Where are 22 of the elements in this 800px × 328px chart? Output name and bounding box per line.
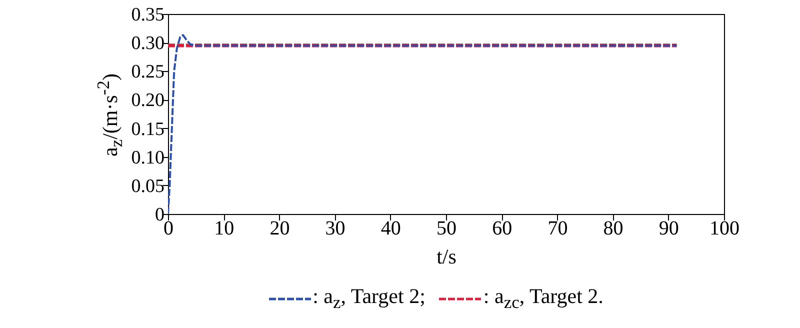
x-tick-label: 20 — [270, 218, 290, 240]
y-tick-label: 0.25 — [131, 62, 164, 83]
y-tick-label: 0.30 — [131, 33, 164, 54]
legend-label: : a$_{zc}$, Target 2. — [483, 284, 604, 314]
x-tick-label: 90 — [658, 218, 679, 240]
x-tick-label: 100 — [710, 218, 740, 240]
y-tick-label: 0.20 — [131, 90, 164, 112]
y-tick-label: 0.10 — [131, 147, 164, 168]
legend-label: : a$_{z}$, Target 2; — [312, 284, 426, 314]
x-tick-label: 80 — [603, 218, 624, 240]
x-axis-title: t/s — [436, 244, 456, 268]
y-tick-label: 0.15 — [131, 118, 164, 140]
x-tick-label: 30 — [325, 218, 346, 240]
line-series — [168, 34, 678, 214]
x-tick-label: 60 — [492, 218, 512, 240]
y-tick-label: 0.35 — [131, 4, 164, 26]
x-tick-label: 10 — [214, 218, 234, 240]
x-tick-label: 40 — [380, 218, 401, 240]
x-tick-label: 50 — [436, 218, 456, 240]
y-tick-label: 0 — [155, 204, 164, 226]
x-tick-label: 70 — [548, 218, 568, 240]
y-tick-label: 0.05 — [131, 176, 164, 197]
